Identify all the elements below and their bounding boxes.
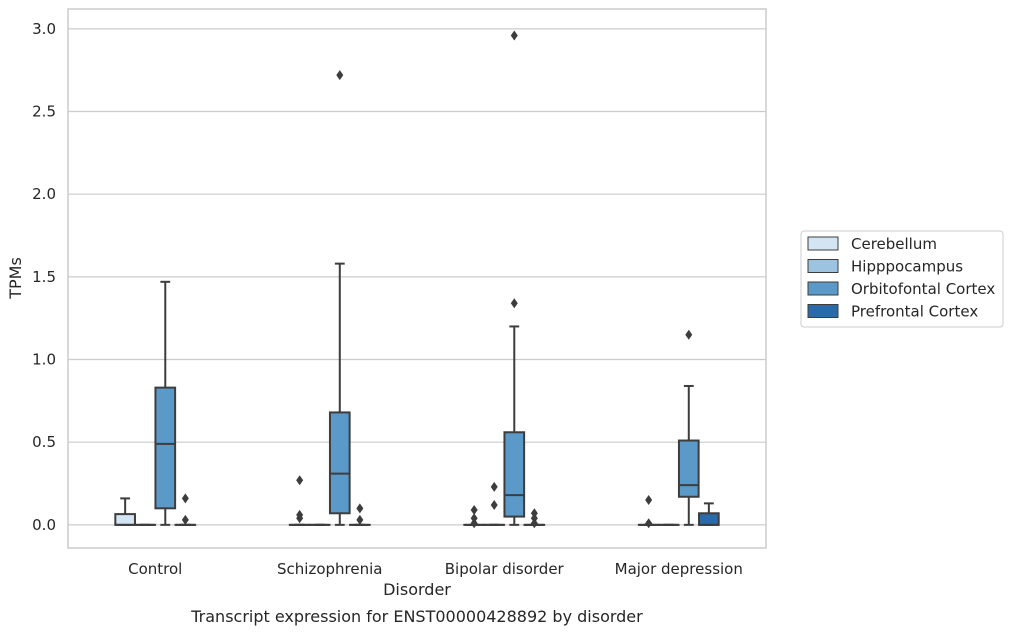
legend-swatch [807, 304, 839, 318]
y-tick-label: 1.0 [32, 351, 56, 369]
legend-frame [800, 230, 1004, 328]
y-axis-ticks: 0.0 0.5 1.0 1.5 2.0 2.5 3.0 [32, 20, 56, 534]
legend-label: Hipppocampus [851, 258, 963, 276]
x-tick-label: Control [128, 560, 182, 578]
box-body [154, 386, 177, 510]
box-prefrontal-cortex [523, 508, 546, 529]
box-body [698, 512, 720, 526]
box-orbitofontal-cortex [677, 329, 700, 526]
box-prefrontal-cortex [349, 503, 371, 526]
legend-swatch [807, 281, 839, 296]
y-tick-label: 2.0 [32, 185, 56, 203]
box-orbitofontal-cortex [328, 70, 351, 526]
box-cerebellum [288, 475, 311, 526]
outlier-point [470, 504, 478, 515]
box-hipppocampus [483, 481, 506, 526]
legend-label: Cerebellum [851, 235, 937, 253]
x-tick-label: Schizophrenia [277, 560, 382, 578]
box-cerebellum [637, 495, 660, 529]
outlier-point [490, 500, 498, 511]
y-axis-title: TPMs [6, 257, 25, 300]
outlier-point [181, 514, 189, 525]
plot-area [67, 8, 767, 549]
y-tick-label: 1.5 [32, 268, 56, 286]
outlier-point [510, 30, 518, 41]
box-orbitofontal-cortex [154, 280, 177, 526]
y-tick-label: 3.0 [32, 20, 56, 38]
box-orbitofontal-cortex [503, 30, 526, 526]
outlier-point [356, 503, 364, 514]
outlier-point [181, 493, 189, 504]
x-tick-label: Bipolar disorder [445, 560, 565, 578]
legend-swatch [807, 236, 839, 251]
boxes-layer [114, 30, 720, 529]
outlier-point [296, 513, 304, 524]
outlier-point [645, 518, 653, 529]
box-prefrontal-cortex [698, 502, 720, 526]
outlier-point [645, 495, 653, 506]
outlier-point [336, 70, 344, 81]
outlier-point [685, 329, 693, 340]
outlier-point [296, 475, 304, 486]
legend-label: Orbitofontal Cortex [851, 280, 995, 298]
legend: Cerebellum Hipppocampus Orbitofontal Corte… [800, 230, 1004, 328]
chart-caption: Transcript expression for ENST0000042889… [190, 607, 643, 626]
outlier-point [490, 481, 498, 492]
box-cerebellum [463, 504, 485, 529]
outlier-point [510, 298, 518, 309]
grid-lines [68, 28, 766, 526]
x-axis-ticks: Control Schizophrenia Bipolar disorder Majo… [128, 560, 743, 578]
x-tick-label: Major depression [615, 560, 743, 578]
outlier-point [530, 518, 538, 529]
box-prefrontal-cortex [174, 493, 197, 526]
box-body [503, 431, 526, 518]
y-tick-label: 0.0 [32, 516, 56, 534]
outlier-point [356, 514, 364, 525]
x-axis-title: Disorder [383, 580, 451, 599]
box-body [328, 411, 351, 515]
box-body [114, 513, 136, 526]
outlier-point [470, 518, 478, 529]
box-body [677, 439, 700, 498]
box-cerebellum [114, 497, 136, 526]
legend-label: Prefrontal Cortex [851, 303, 978, 321]
y-tick-label: 2.5 [32, 103, 56, 121]
y-tick-label: 0.5 [32, 433, 56, 451]
legend-swatch [807, 259, 839, 273]
